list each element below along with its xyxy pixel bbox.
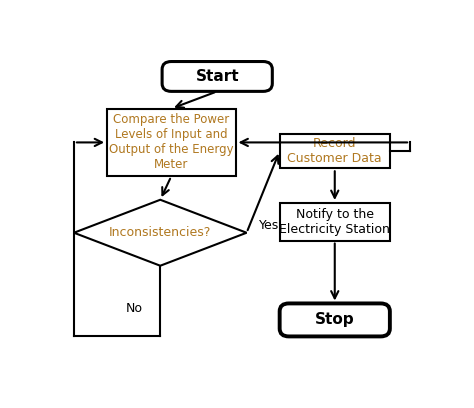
Bar (107, 109, 236, 176)
Bar (280, 203, 390, 241)
Text: Record
Customer Data: Record Customer Data (287, 137, 382, 165)
Text: Inconsistencies?: Inconsistencies? (109, 226, 211, 239)
FancyBboxPatch shape (162, 62, 272, 91)
FancyBboxPatch shape (280, 304, 390, 337)
Bar (280, 134, 390, 169)
Text: Stop: Stop (315, 313, 355, 328)
Text: Notify to the
Electricity Station: Notify to the Electricity Station (279, 208, 390, 236)
Text: Compare the Power
Levels of Input and
Output of the Energy
Meter: Compare the Power Levels of Input and Ou… (109, 113, 234, 171)
Text: Yes: Yes (259, 219, 280, 232)
Text: No: No (126, 302, 143, 315)
Text: Start: Start (195, 69, 239, 84)
Polygon shape (74, 200, 246, 266)
